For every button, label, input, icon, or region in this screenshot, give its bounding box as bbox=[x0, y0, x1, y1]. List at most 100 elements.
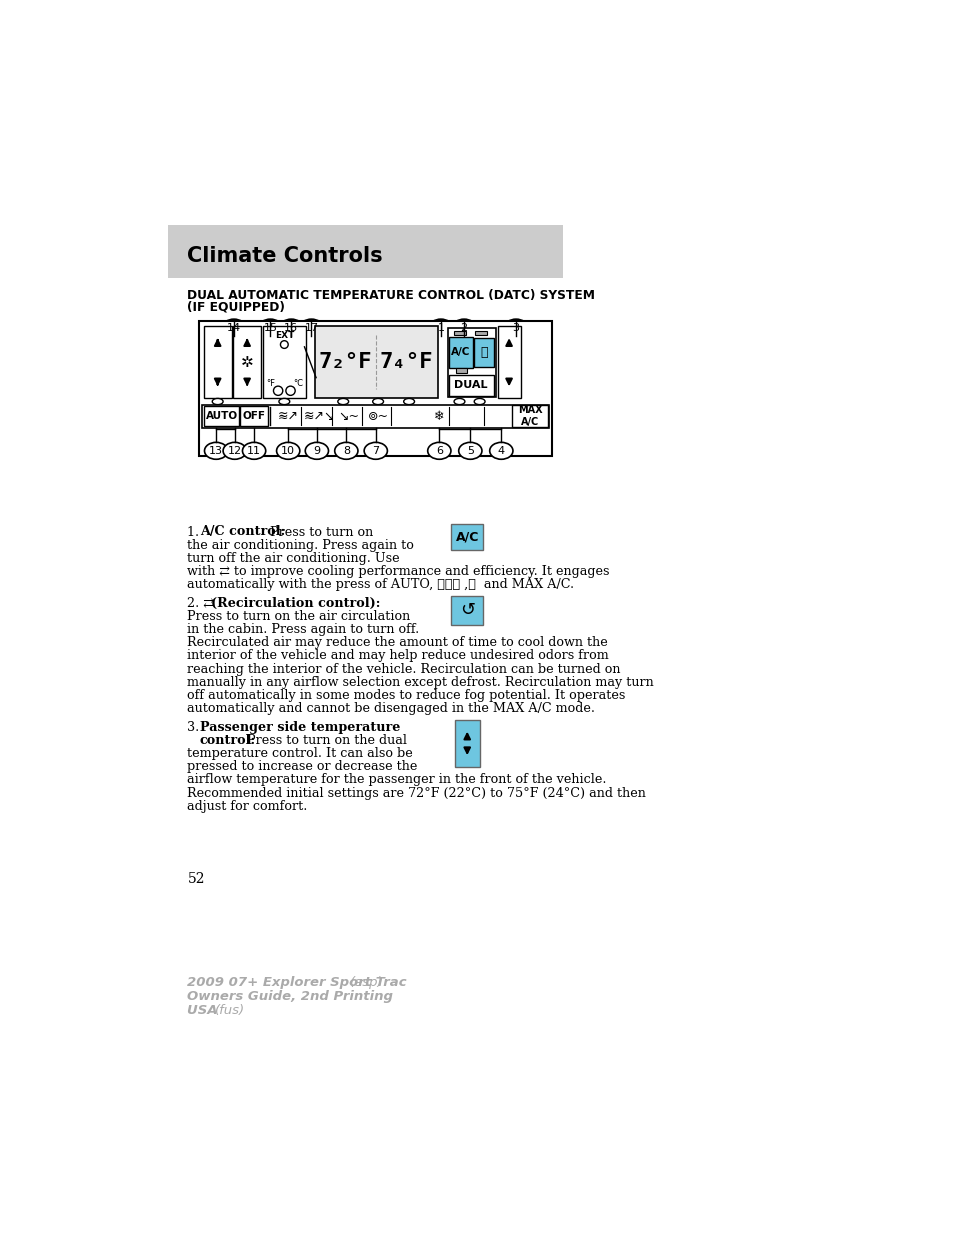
Text: 11: 11 bbox=[247, 446, 261, 456]
FancyBboxPatch shape bbox=[447, 327, 496, 396]
Text: Recommended initial settings are 72°F (22°C) to 75°F (24°C) and then: Recommended initial settings are 72°F (2… bbox=[187, 787, 645, 799]
FancyBboxPatch shape bbox=[314, 326, 437, 399]
Text: MAX
A/C: MAX A/C bbox=[517, 405, 541, 427]
Text: 2009 07+ Explorer Sport Trac: 2009 07+ Explorer Sport Trac bbox=[187, 976, 412, 989]
Ellipse shape bbox=[504, 319, 527, 336]
Text: A/C: A/C bbox=[451, 347, 470, 357]
FancyBboxPatch shape bbox=[448, 374, 494, 396]
Text: ≋↗: ≋↗ bbox=[277, 410, 298, 422]
Ellipse shape bbox=[204, 442, 228, 459]
Ellipse shape bbox=[222, 319, 245, 336]
Text: ↘~: ↘~ bbox=[337, 410, 358, 422]
Text: 4: 4 bbox=[497, 446, 504, 456]
Text: AUTO: AUTO bbox=[205, 411, 237, 421]
Text: 8: 8 bbox=[342, 446, 350, 456]
Ellipse shape bbox=[489, 442, 513, 459]
Text: off automatically in some modes to reduce fog potential. It operates: off automatically in some modes to reduc… bbox=[187, 689, 625, 701]
Text: Owners Guide, 2nd Printing: Owners Guide, 2nd Printing bbox=[187, 989, 393, 1003]
Text: Press to turn on the air circulation: Press to turn on the air circulation bbox=[187, 610, 411, 624]
Ellipse shape bbox=[335, 442, 357, 459]
FancyBboxPatch shape bbox=[202, 405, 548, 427]
Text: airflow temperature for the passenger in the front of the vehicle.: airflow temperature for the passenger in… bbox=[187, 773, 606, 787]
Text: 6: 6 bbox=[436, 446, 442, 456]
Text: 7₄°F: 7₄°F bbox=[379, 352, 433, 372]
FancyBboxPatch shape bbox=[240, 406, 268, 426]
Ellipse shape bbox=[299, 319, 323, 336]
Text: 9: 9 bbox=[313, 446, 320, 456]
Text: 7₂°F: 7₂°F bbox=[318, 352, 372, 372]
FancyBboxPatch shape bbox=[475, 331, 486, 336]
Ellipse shape bbox=[474, 399, 484, 405]
Ellipse shape bbox=[274, 387, 282, 395]
Ellipse shape bbox=[364, 442, 387, 459]
Text: with ⇄ to improve cooling performance and efficiency. It engages: with ⇄ to improve cooling performance an… bbox=[187, 564, 609, 578]
Text: (Recirculation control):: (Recirculation control): bbox=[211, 597, 379, 610]
Ellipse shape bbox=[279, 319, 303, 336]
Text: DUAL: DUAL bbox=[454, 380, 487, 390]
Text: automatically and cannot be disengaged in the MAX A/C mode.: automatically and cannot be disengaged i… bbox=[187, 701, 595, 715]
Ellipse shape bbox=[429, 319, 452, 336]
Ellipse shape bbox=[305, 442, 328, 459]
Ellipse shape bbox=[223, 442, 246, 459]
Text: A/C control:: A/C control: bbox=[199, 526, 285, 538]
FancyBboxPatch shape bbox=[262, 326, 306, 399]
Text: 1.: 1. bbox=[187, 526, 203, 538]
FancyBboxPatch shape bbox=[448, 337, 473, 368]
Text: interior of the vehicle and may help reduce undesired odors from: interior of the vehicle and may help red… bbox=[187, 650, 609, 662]
Text: 16: 16 bbox=[284, 322, 298, 332]
Text: Press to turn on: Press to turn on bbox=[266, 526, 374, 538]
Text: ≋↗↘: ≋↗↘ bbox=[303, 410, 335, 422]
Text: ⊚~: ⊚~ bbox=[367, 410, 388, 422]
Text: 10: 10 bbox=[281, 446, 294, 456]
Text: 14: 14 bbox=[227, 322, 241, 332]
Text: ↺: ↺ bbox=[459, 601, 475, 619]
Text: pressed to increase or decrease the: pressed to increase or decrease the bbox=[187, 761, 417, 773]
Text: DUAL AUTOMATIC TEMPERATURE CONTROL (DATC) SYSTEM: DUAL AUTOMATIC TEMPERATURE CONTROL (DATC… bbox=[187, 289, 595, 303]
Text: 12: 12 bbox=[228, 446, 241, 456]
Text: Press to turn on the dual: Press to turn on the dual bbox=[243, 734, 407, 747]
Text: 17: 17 bbox=[304, 322, 318, 332]
Text: (esp): (esp) bbox=[350, 976, 383, 989]
FancyBboxPatch shape bbox=[456, 368, 467, 373]
Text: the air conditioning. Press again to: the air conditioning. Press again to bbox=[187, 538, 414, 552]
Text: 13: 13 bbox=[209, 446, 223, 456]
Text: Recirculated air may reduce the amount of time to cool down the: Recirculated air may reduce the amount o… bbox=[187, 636, 608, 650]
Ellipse shape bbox=[242, 442, 266, 459]
FancyBboxPatch shape bbox=[451, 595, 483, 625]
Text: adjust for comfort.: adjust for comfort. bbox=[187, 799, 308, 813]
Ellipse shape bbox=[403, 399, 415, 405]
Ellipse shape bbox=[212, 399, 223, 405]
Ellipse shape bbox=[278, 399, 290, 405]
Text: (fus): (fus) bbox=[215, 1004, 245, 1016]
Ellipse shape bbox=[258, 319, 282, 336]
Text: ✲: ✲ bbox=[240, 354, 253, 369]
Ellipse shape bbox=[452, 319, 476, 336]
Ellipse shape bbox=[280, 341, 288, 348]
Text: °C: °C bbox=[293, 379, 303, 388]
Text: 5: 5 bbox=[466, 446, 474, 456]
Ellipse shape bbox=[454, 399, 464, 405]
FancyBboxPatch shape bbox=[168, 225, 562, 278]
Text: Passenger side temperature: Passenger side temperature bbox=[199, 721, 400, 734]
Text: USA: USA bbox=[187, 1004, 222, 1016]
FancyBboxPatch shape bbox=[454, 331, 465, 336]
Text: (IF EQUIPPED): (IF EQUIPPED) bbox=[187, 300, 285, 314]
FancyBboxPatch shape bbox=[455, 720, 479, 767]
Ellipse shape bbox=[276, 442, 299, 459]
Text: manually in any airflow selection except defrost. Recirculation may turn: manually in any airflow selection except… bbox=[187, 676, 654, 689]
Text: 🚗: 🚗 bbox=[480, 346, 488, 358]
Ellipse shape bbox=[458, 442, 481, 459]
Text: Climate Controls: Climate Controls bbox=[187, 246, 383, 266]
Text: OFF: OFF bbox=[242, 411, 265, 421]
FancyBboxPatch shape bbox=[199, 321, 551, 456]
Ellipse shape bbox=[373, 399, 383, 405]
Text: in the cabin. Press again to turn off.: in the cabin. Press again to turn off. bbox=[187, 624, 419, 636]
Text: °F: °F bbox=[266, 379, 274, 388]
Ellipse shape bbox=[337, 399, 348, 405]
FancyBboxPatch shape bbox=[512, 405, 547, 427]
Text: automatically with the press of AUTO, ⒽⓃⓃ ,Ⓗ  and MAX A/C.: automatically with the press of AUTO, ⒽⓃ… bbox=[187, 578, 574, 590]
FancyBboxPatch shape bbox=[233, 326, 261, 399]
Text: ❄: ❄ bbox=[434, 410, 444, 422]
Text: A/C: A/C bbox=[456, 531, 478, 543]
Text: control:: control: bbox=[199, 734, 255, 747]
